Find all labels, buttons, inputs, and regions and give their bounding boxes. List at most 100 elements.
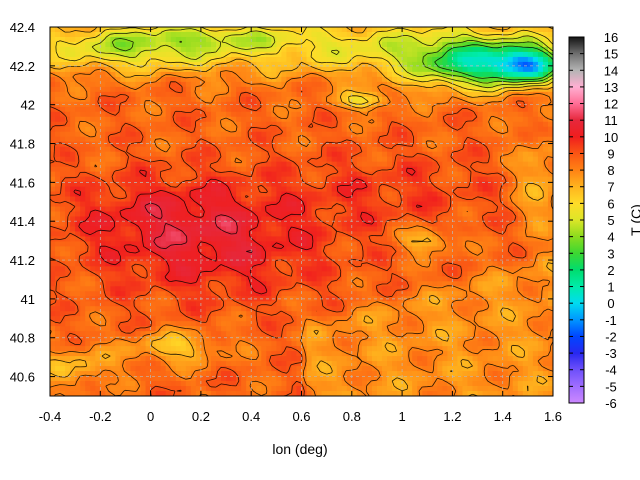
heat-cell: [105, 116, 111, 123]
heat-cell: [392, 46, 398, 53]
heat-cell: [502, 86, 509, 93]
heat-cell: [437, 151, 443, 158]
heat-cell: [95, 181, 101, 188]
heat-cell: [160, 126, 167, 133]
heat-cell: [160, 266, 167, 272]
heat-cell: [497, 51, 504, 58]
heat-cell: [135, 86, 142, 93]
heat-cell: [361, 96, 368, 103]
heat-cell: [422, 186, 428, 193]
heat-cell: [311, 261, 318, 267]
heat-cell: [155, 131, 162, 138]
heat-cell: [497, 236, 504, 243]
heat-cell: [517, 231, 524, 238]
heat-cell: [326, 211, 333, 218]
heat-cell: [276, 31, 282, 38]
heat-cell: [547, 256, 553, 262]
heat-cell: [387, 76, 393, 83]
heat-cell: [195, 236, 202, 243]
heat-cell: [125, 51, 132, 58]
heat-cell: [432, 96, 438, 103]
heat-cell: [301, 231, 308, 238]
heat-cell: [195, 211, 202, 218]
heat-cell: [346, 176, 353, 183]
heat-cell: [170, 221, 177, 228]
heat-cell: [532, 76, 539, 83]
heat-cell: [387, 31, 393, 38]
heat-cell: [190, 161, 197, 168]
heat-cell: [90, 126, 96, 133]
heat-cell: [477, 86, 484, 93]
heat-cell: [497, 226, 504, 233]
heat-cell: [65, 31, 71, 38]
heat-cell: [321, 61, 328, 68]
heat-cell: [231, 246, 237, 252]
heat-cell: [341, 46, 348, 53]
heat-cell: [301, 211, 308, 218]
heat-cell: [522, 46, 529, 53]
heat-cell: [422, 131, 428, 138]
heat-cell: [95, 166, 101, 173]
heat-cell: [422, 196, 428, 203]
heat-cell: [397, 241, 403, 248]
heat-cell: [65, 211, 71, 218]
heat-cell: [291, 256, 298, 262]
heat-cell: [281, 211, 288, 218]
heat-cell: [487, 41, 494, 48]
heat-cell: [417, 171, 423, 178]
heat-cell: [517, 136, 524, 143]
heat-cell: [547, 46, 553, 53]
heat-cell: [487, 46, 494, 53]
heat-cell: [115, 66, 122, 73]
heat-cell: [326, 111, 333, 118]
heat-cell: [221, 166, 227, 173]
heat-cell: [271, 166, 277, 173]
heat-cell: [306, 176, 313, 183]
heat-cell: [417, 191, 423, 198]
heat-cell: [105, 241, 111, 248]
heat-cell: [512, 41, 519, 48]
heat-cell: [246, 181, 252, 188]
heat-cell: [75, 186, 81, 193]
heat-cell: [140, 56, 147, 63]
heat-cell: [160, 46, 167, 53]
heat-cell: [95, 191, 101, 198]
heat-cell: [412, 146, 418, 153]
heat-cell: [160, 221, 167, 228]
heat-cell: [477, 166, 484, 173]
heat-cell: [452, 256, 459, 262]
heat-cell: [80, 146, 86, 153]
heat-cell: [356, 256, 363, 262]
heat-cell: [366, 221, 373, 228]
heat-cell: [150, 171, 157, 178]
heat-cell: [502, 111, 509, 118]
heat-cell: [296, 31, 303, 38]
heat-cell: [512, 86, 519, 93]
heat-cell: [65, 191, 71, 198]
heat-cell: [50, 27, 56, 33]
heat-cell: [200, 66, 207, 73]
heat-cell: [417, 81, 423, 88]
heat-cell: [65, 136, 71, 143]
heat-cell: [221, 201, 227, 208]
heat-cell: [266, 241, 272, 248]
heat-cell: [457, 176, 464, 183]
heat-cell: [397, 56, 403, 63]
heat-cell: [120, 221, 127, 228]
heat-cell: [497, 221, 504, 228]
heat-cell: [296, 221, 303, 228]
heat-cell: [487, 211, 494, 218]
heat-cell: [105, 91, 111, 98]
heat-cell: [361, 211, 368, 218]
heat-cell: [155, 181, 162, 188]
heat-cell: [251, 231, 257, 238]
heat-cell: [447, 76, 453, 83]
heat-cell: [226, 161, 232, 168]
heat-cell: [512, 211, 519, 218]
heat-cell: [261, 256, 267, 262]
heat-cell: [497, 36, 504, 43]
heat-cell: [482, 141, 489, 148]
heat-cell: [226, 191, 232, 198]
heat-cell: [160, 131, 167, 138]
heat-cell: [60, 196, 66, 203]
